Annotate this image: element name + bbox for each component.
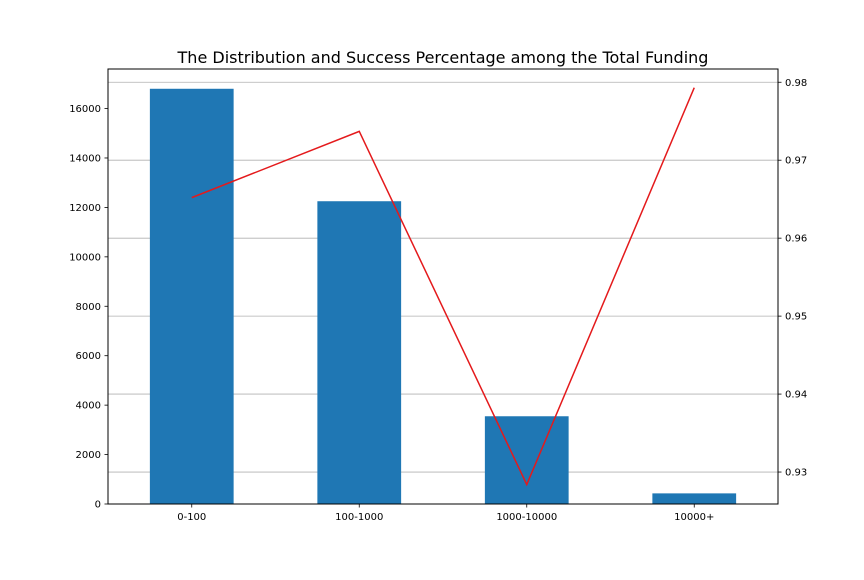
bar-100-1000 [317, 201, 401, 504]
bar-1000-10000 [485, 416, 569, 504]
success-line [192, 88, 695, 485]
bar-series [150, 89, 736, 504]
left-y-axis: 0 2000 4000 6000 8000 10000 12000 14000 16000 [69, 104, 108, 510]
right-tick-label-0: 0.93 [785, 468, 807, 479]
x-tick-label-3: 10000+ [674, 512, 714, 523]
bar-0-100 [150, 89, 234, 504]
left-tick-label-0: 0 [95, 500, 101, 511]
chart-title: The Distribution and Success Percentage … [177, 48, 709, 67]
left-tick-label-8: 16000 [69, 104, 101, 115]
x-tick-label-2: 1000-10000 [496, 512, 557, 523]
right-tick-label-3: 0.96 [785, 234, 807, 245]
left-tick-label-6: 12000 [69, 203, 101, 214]
right-tick-label-4: 0.97 [785, 156, 807, 167]
left-tick-label-5: 10000 [69, 252, 101, 263]
x-tick-label-1: 100-1000 [335, 512, 383, 523]
line-series [192, 88, 695, 485]
x-tick-label-0: 0-100 [177, 512, 206, 523]
right-tick-label-5: 0.98 [785, 78, 807, 89]
left-tick-label-2: 4000 [76, 401, 101, 412]
left-tick-label-4: 8000 [76, 302, 101, 313]
right-tick-label-1: 0.94 [785, 390, 807, 401]
right-y-axis: 0.93 0.94 0.95 0.96 0.97 0.98 [778, 78, 807, 479]
left-tick-label-3: 6000 [76, 351, 101, 362]
bar-10000+ [652, 493, 736, 504]
left-tick-label-7: 14000 [69, 153, 101, 164]
left-tick-label-1: 2000 [76, 450, 101, 461]
right-tick-label-2: 0.95 [785, 312, 807, 323]
x-axis: 0-100 100-1000 1000-10000 10000+ [177, 504, 714, 523]
